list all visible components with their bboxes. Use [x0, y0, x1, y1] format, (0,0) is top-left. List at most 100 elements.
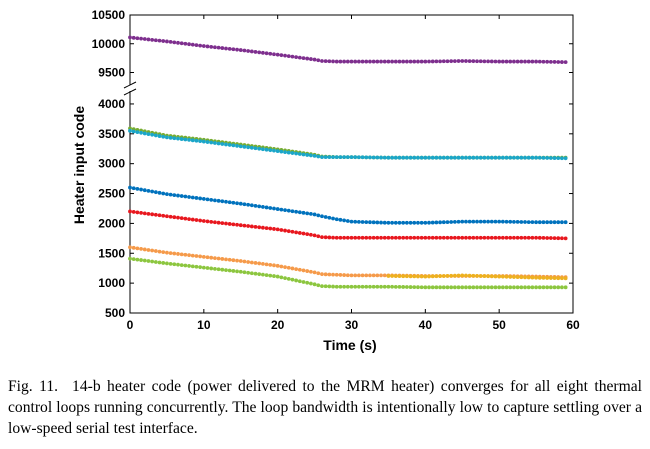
- series-marker: [504, 285, 509, 290]
- data-point: [312, 57, 317, 62]
- series-marker: [419, 235, 424, 240]
- series-marker: [560, 60, 564, 64]
- series-marker: [382, 155, 387, 160]
- data-point: [534, 235, 538, 240]
- series-marker: [131, 257, 136, 262]
- series-marker: [198, 139, 203, 144]
- data-point: [563, 236, 568, 241]
- series-marker: [489, 235, 494, 240]
- data-point: [386, 235, 391, 240]
- series-marker: [157, 190, 162, 195]
- series-marker: [183, 252, 188, 257]
- series-marker: [268, 262, 273, 267]
- series-marker: [500, 219, 505, 224]
- series-marker: [331, 59, 335, 64]
- series-marker: [213, 141, 217, 145]
- series-marker: [183, 194, 188, 199]
- series-marker: [526, 220, 531, 224]
- series-marker: [168, 135, 173, 140]
- series-marker: [360, 235, 365, 240]
- series-marker: [504, 219, 509, 224]
- data-point: [201, 197, 206, 201]
- series-marker: [187, 253, 191, 258]
- series-marker: [471, 273, 476, 278]
- series-marker: [327, 235, 332, 240]
- series-marker: [404, 235, 409, 240]
- figure-label: Fig. 11.: [8, 378, 59, 395]
- series-marker: [161, 134, 166, 139]
- series-marker: [434, 274, 439, 279]
- series-marker: [316, 58, 321, 63]
- data-point: [460, 285, 465, 290]
- data-point: [349, 219, 354, 224]
- series-marker: [316, 234, 321, 239]
- series-marker: [131, 245, 136, 250]
- series-marker: [438, 235, 442, 240]
- series-marker: [530, 285, 535, 290]
- series-marker: [512, 235, 516, 240]
- series-marker: [445, 285, 450, 290]
- series-marker: [482, 274, 487, 278]
- series-marker: [556, 236, 561, 241]
- series-marker: [419, 59, 424, 64]
- series-marker: [556, 156, 561, 161]
- series-marker: [486, 274, 490, 279]
- series-marker: [305, 232, 310, 237]
- data-point: [334, 217, 339, 222]
- data-point: [534, 285, 538, 290]
- series-marker: [438, 274, 442, 278]
- series-marker: [523, 235, 527, 240]
- series-marker: [493, 285, 498, 290]
- series-marker: [390, 155, 395, 160]
- series-marker: [419, 155, 424, 160]
- data-point: [312, 212, 317, 217]
- series-marker: [235, 222, 239, 227]
- series-marker: [301, 280, 306, 284]
- series-marker: [515, 155, 520, 160]
- series-marker: [272, 263, 276, 268]
- series-marker: [176, 252, 180, 256]
- y-tick-label: 3500: [98, 127, 125, 141]
- series-marker: [541, 220, 546, 225]
- series-marker: [408, 220, 413, 225]
- series-marker: [375, 235, 380, 240]
- series-marker: [323, 215, 328, 219]
- series-marker: [290, 151, 295, 155]
- series-marker: [379, 235, 383, 240]
- series-marker: [452, 59, 457, 64]
- series-marker: [290, 209, 295, 214]
- series-marker: [379, 284, 383, 289]
- series-marker: [268, 148, 273, 153]
- series-marker: [464, 219, 468, 224]
- series-marker: [371, 155, 376, 160]
- series-marker: [305, 269, 310, 273]
- series-marker: [545, 276, 550, 280]
- series-marker: [286, 208, 291, 213]
- series-marker: [294, 230, 299, 235]
- series-marker: [404, 285, 409, 289]
- data-point: [386, 59, 391, 64]
- series-marker: [246, 202, 251, 207]
- series-marker: [272, 206, 276, 211]
- series-marker: [452, 155, 457, 160]
- series-marker: [257, 225, 262, 230]
- series-marker: [224, 199, 228, 204]
- series-marker: [205, 255, 210, 260]
- series-marker: [213, 256, 217, 261]
- series-marker: [416, 285, 420, 290]
- series-marker: [368, 59, 372, 64]
- series-marker: [430, 235, 435, 240]
- series-marker: [475, 285, 479, 290]
- series-marker: [161, 261, 166, 265]
- series-marker: [139, 258, 143, 262]
- series-marker: [368, 220, 372, 225]
- series-marker: [135, 36, 140, 41]
- series-marker: [390, 274, 395, 278]
- series-marker: [523, 155, 527, 160]
- data-point: [275, 207, 280, 211]
- series-marker: [482, 155, 487, 160]
- series-marker: [205, 197, 210, 202]
- series-marker: [449, 59, 454, 64]
- series-marker: [467, 235, 472, 240]
- series-marker: [327, 215, 332, 220]
